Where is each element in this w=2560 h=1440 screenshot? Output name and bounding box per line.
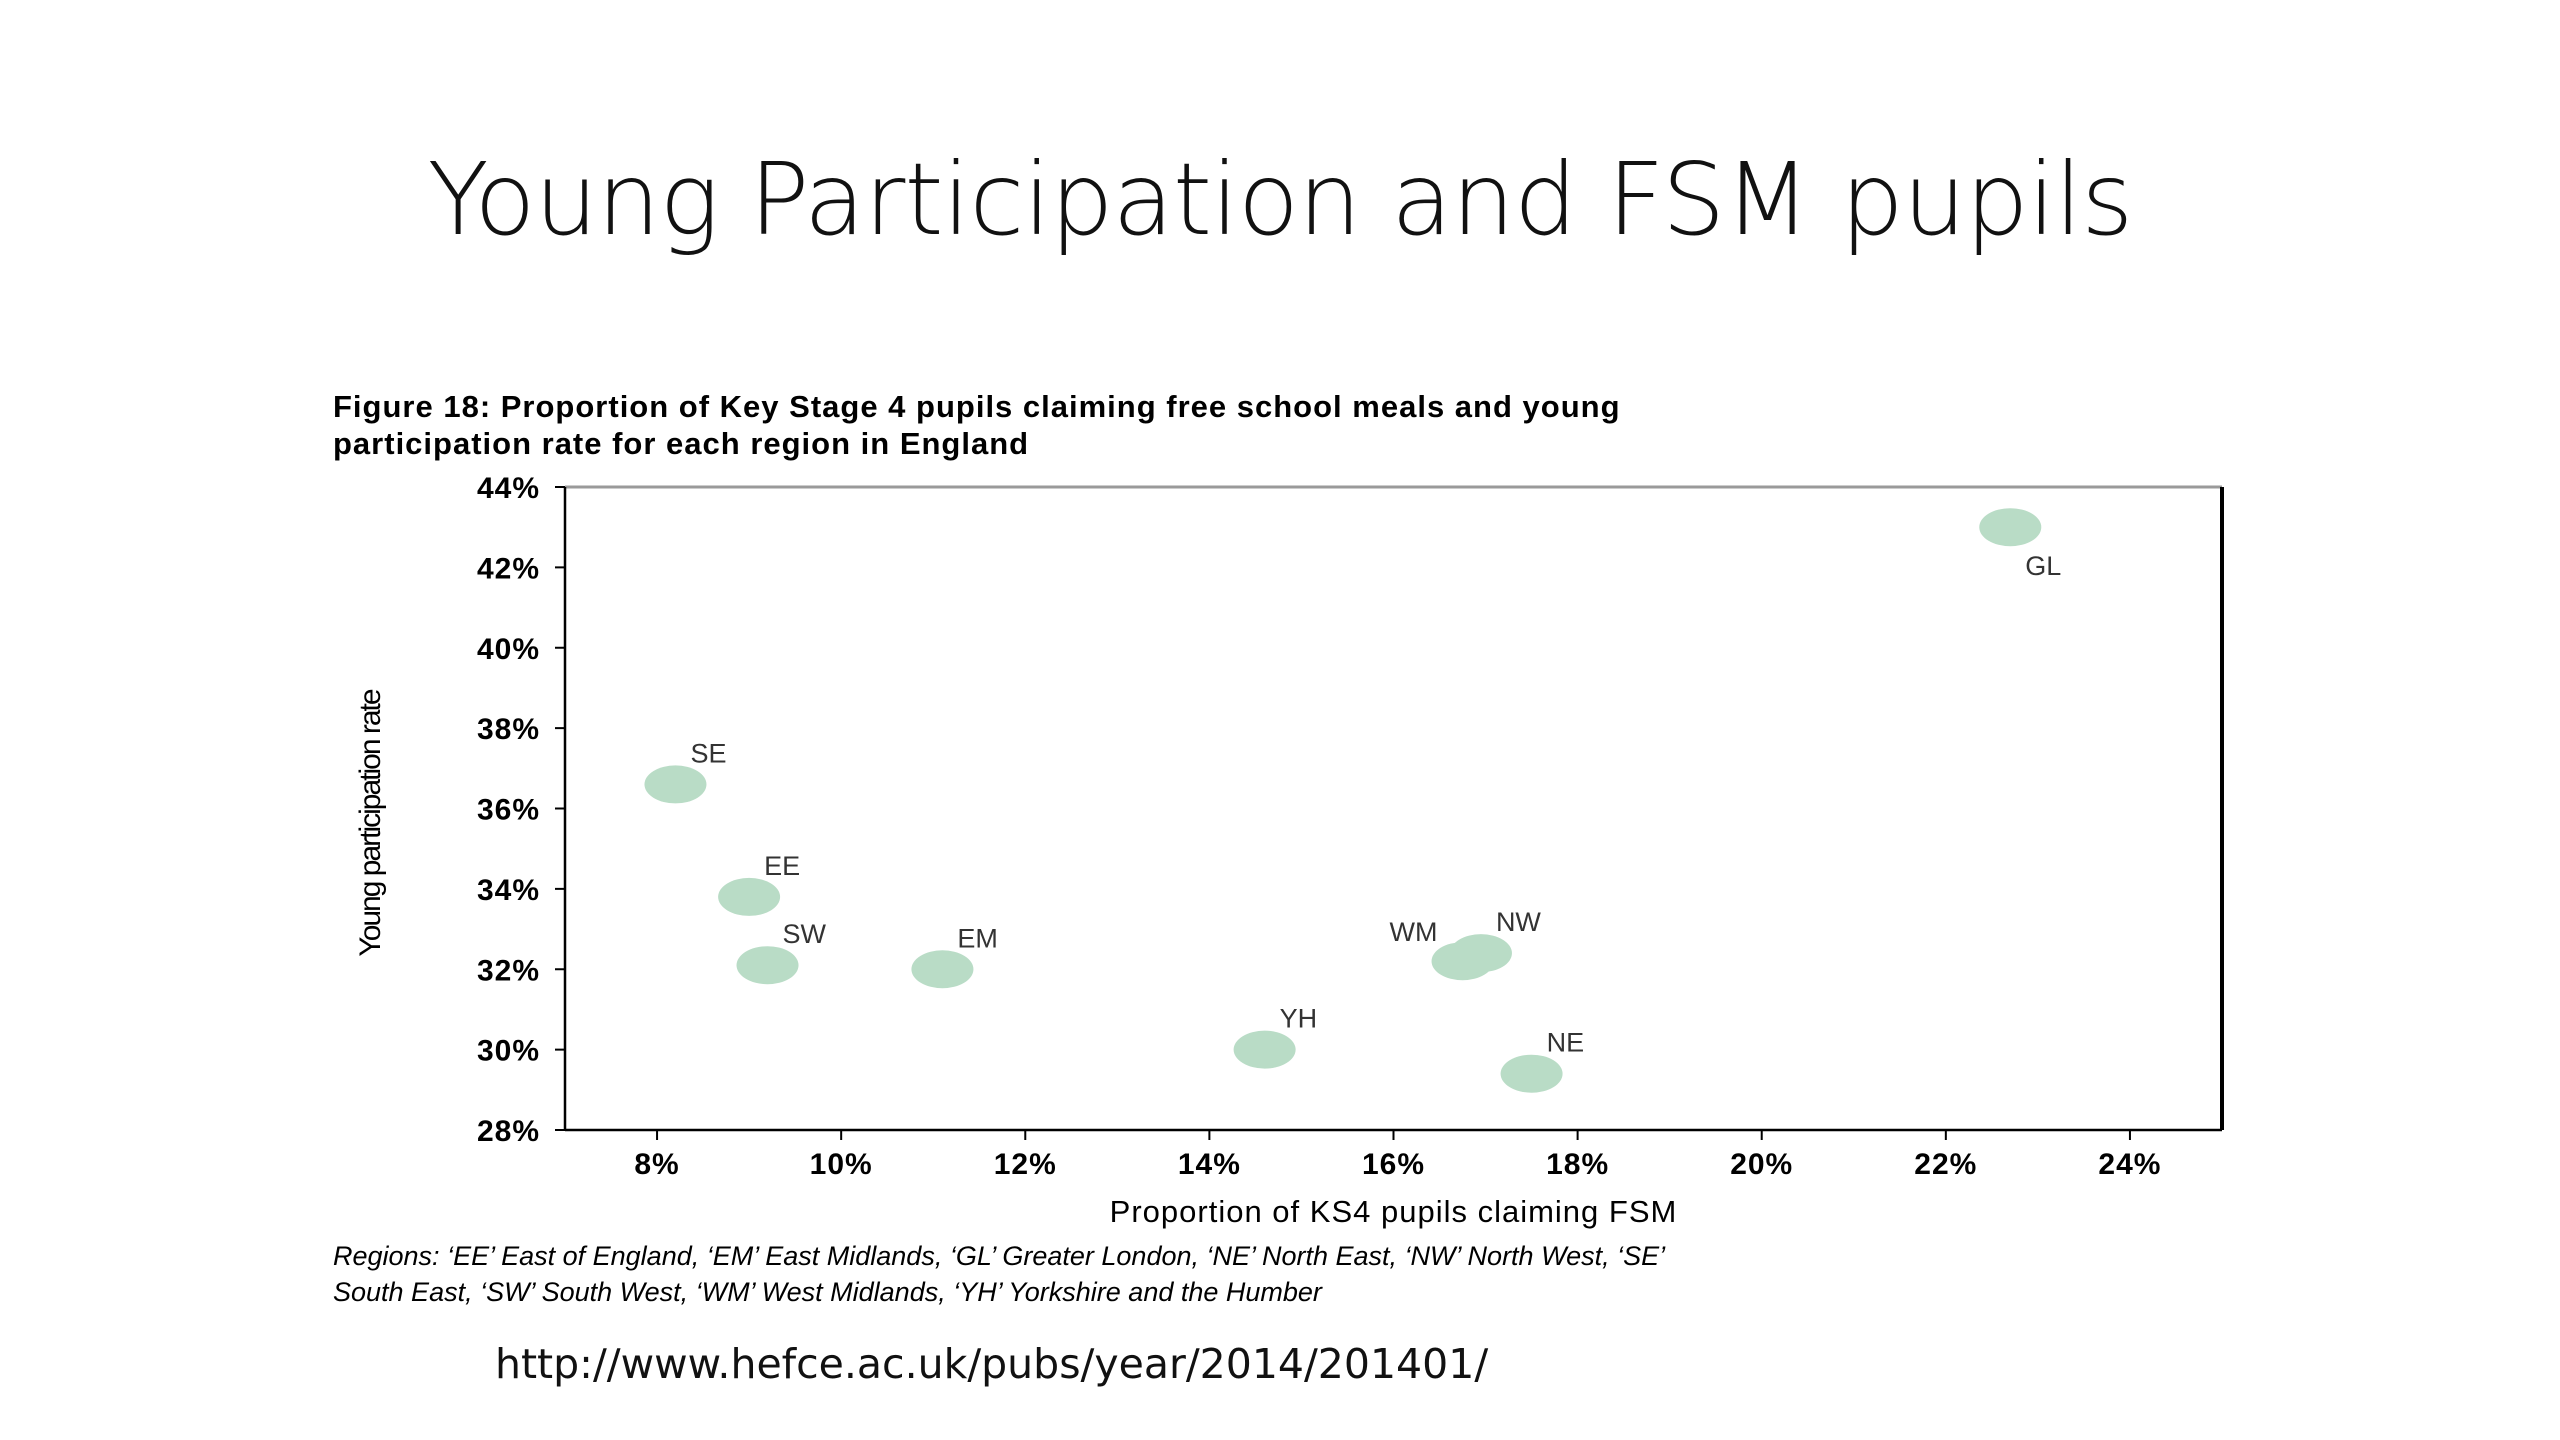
x-tick-label: 22% bbox=[1914, 1148, 1977, 1181]
axes: 28% 30% 32% 34% 36% 38% 40% 42% 44% 8% 10% 12% 14% 16… bbox=[477, 472, 2222, 1181]
y-tick-label: 36% bbox=[477, 794, 540, 827]
plot-frame bbox=[565, 485, 2224, 1130]
x-tick-label: 16% bbox=[1362, 1148, 1425, 1181]
data-point bbox=[644, 765, 707, 804]
x-tick-label: 20% bbox=[1730, 1148, 1793, 1181]
data-point-label: WM bbox=[1390, 917, 1438, 947]
x-tick-label: 14% bbox=[1178, 1148, 1241, 1181]
y-tick-label: 32% bbox=[477, 954, 540, 987]
figure-caption-line: participation rate for each region in En… bbox=[333, 426, 1030, 461]
x-tick-label: 8% bbox=[634, 1148, 679, 1181]
x-tick-label: 10% bbox=[810, 1148, 873, 1181]
data-point-label: NW bbox=[1496, 907, 1541, 937]
data-point-label: EE bbox=[764, 851, 800, 881]
slide-title: Young Participation and FSM pupils bbox=[427, 141, 2134, 258]
y-tick-label: 28% bbox=[477, 1115, 540, 1148]
regions-note-line: South East, ‘SW’ South West, ‘WM’ West M… bbox=[333, 1277, 1322, 1307]
y-tick-label: 34% bbox=[477, 874, 540, 907]
data-point bbox=[718, 877, 781, 916]
regions-note-line: Regions: ‘EE’ East of England, ‘EM’ East… bbox=[333, 1241, 1666, 1271]
data-points: GL SE EE SW EM YH WM NW NE bbox=[644, 508, 2061, 1093]
y-tick-label: 42% bbox=[477, 552, 540, 585]
data-point bbox=[911, 950, 974, 989]
data-point bbox=[1979, 508, 2042, 547]
y-tick-label: 38% bbox=[477, 713, 540, 746]
figure-caption-line: Figure 18: Proportion of Key Stage 4 pup… bbox=[333, 389, 1621, 424]
data-point-label: YH bbox=[1280, 1004, 1318, 1034]
regions-note: Regions: ‘EE’ East of England, ‘EM’ East… bbox=[333, 1238, 2313, 1310]
data-point bbox=[1449, 934, 1512, 973]
data-point bbox=[1500, 1054, 1563, 1093]
x-tick-label: 18% bbox=[1546, 1148, 1609, 1181]
data-point-label: GL bbox=[2025, 551, 2061, 581]
figure-caption: Figure 18: Proportion of Key Stage 4 pup… bbox=[333, 388, 2233, 462]
x-tick-label: 12% bbox=[994, 1148, 1057, 1181]
y-tick-label: 40% bbox=[477, 633, 540, 666]
y-tick-label: 44% bbox=[477, 472, 540, 505]
y-tick-label: 30% bbox=[477, 1035, 540, 1068]
source-link[interactable]: http://www.hefce.ac.uk/pubs/year/2014/20… bbox=[495, 1340, 1489, 1388]
data-point-label: SW bbox=[783, 919, 827, 949]
data-point-label: SE bbox=[690, 738, 726, 768]
data-point bbox=[736, 946, 799, 985]
data-point-label: EM bbox=[957, 923, 998, 953]
data-point-label: NE bbox=[1547, 1028, 1585, 1058]
x-axis-title: Proportion of KS4 pupils claiming FSM bbox=[1110, 1194, 1678, 1229]
y-axis-title: Young participation rate bbox=[354, 689, 387, 956]
data-point bbox=[1233, 1030, 1296, 1069]
x-tick-label: 24% bbox=[2098, 1148, 2161, 1181]
